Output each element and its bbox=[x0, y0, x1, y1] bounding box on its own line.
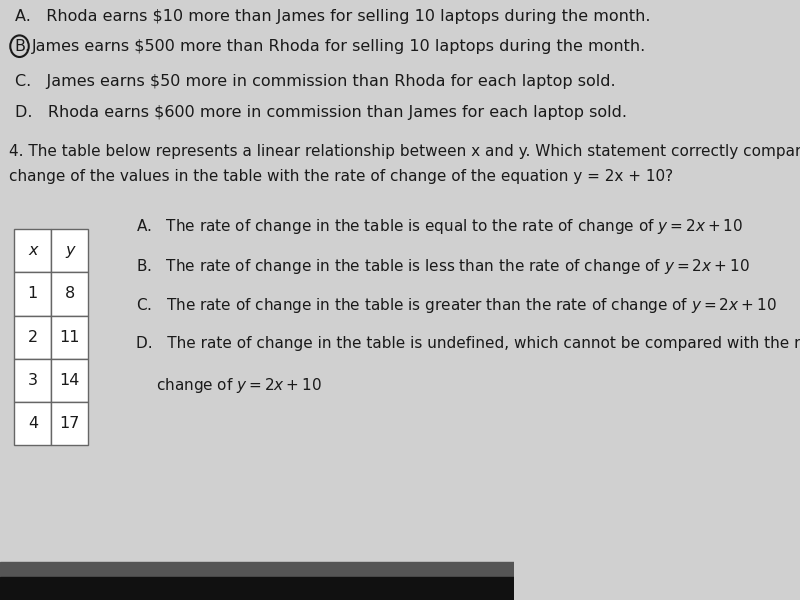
Text: James earns $500 more than Rhoda for selling 10 laptops during the month.: James earns $500 more than Rhoda for sel… bbox=[32, 39, 646, 54]
Text: 1: 1 bbox=[28, 286, 38, 301]
Text: B.: B. bbox=[14, 39, 30, 54]
Text: 2: 2 bbox=[28, 329, 38, 344]
Bar bbox=[0, 562, 514, 577]
Text: 4. The table below represents a linear relationship between x and y. Which state: 4. The table below represents a linear r… bbox=[10, 144, 800, 159]
Bar bbox=[51, 402, 88, 445]
Text: 14: 14 bbox=[60, 373, 80, 388]
Text: change of the values in the table with the rate of change of the equation y = 2x: change of the values in the table with t… bbox=[10, 169, 674, 184]
Text: y: y bbox=[65, 244, 74, 258]
Bar bbox=[14, 316, 51, 359]
Text: 8: 8 bbox=[65, 286, 75, 301]
Text: A.   The rate of change in the table is equal to the rate of change of $y = 2x +: A. The rate of change in the table is eq… bbox=[136, 217, 743, 236]
Text: C.   James earns $50 more in commission than Rhoda for each laptop sold.: C. James earns $50 more in commission th… bbox=[15, 74, 616, 89]
Bar bbox=[14, 272, 51, 316]
Bar bbox=[14, 402, 51, 445]
Text: change of $y = 2x + 10$: change of $y = 2x + 10$ bbox=[156, 376, 322, 395]
Text: 3: 3 bbox=[28, 373, 38, 388]
Text: C.   The rate of change in the table is greater than the rate of change of $y = : C. The rate of change in the table is gr… bbox=[136, 296, 777, 316]
Bar bbox=[51, 316, 88, 359]
Text: x: x bbox=[28, 244, 38, 258]
Text: 11: 11 bbox=[59, 329, 80, 344]
Bar bbox=[14, 359, 51, 402]
Text: D.   The rate of change in the table is undefined, which cannot be compared with: D. The rate of change in the table is un… bbox=[136, 336, 800, 351]
Text: D.   Rhoda earns $600 more in commission than James for each laptop sold.: D. Rhoda earns $600 more in commission t… bbox=[15, 105, 627, 120]
Text: 17: 17 bbox=[60, 416, 80, 431]
Bar bbox=[0, 577, 514, 600]
Text: B.   The rate of change in the table is less than the rate of change of $y = 2x : B. The rate of change in the table is le… bbox=[136, 257, 750, 276]
Bar bbox=[14, 229, 51, 272]
Text: 4: 4 bbox=[28, 416, 38, 431]
Bar bbox=[51, 229, 88, 272]
Text: A.   Rhoda earns $10 more than James for selling 10 laptops during the month.: A. Rhoda earns $10 more than James for s… bbox=[15, 9, 651, 24]
Bar bbox=[51, 272, 88, 316]
Bar bbox=[51, 359, 88, 402]
